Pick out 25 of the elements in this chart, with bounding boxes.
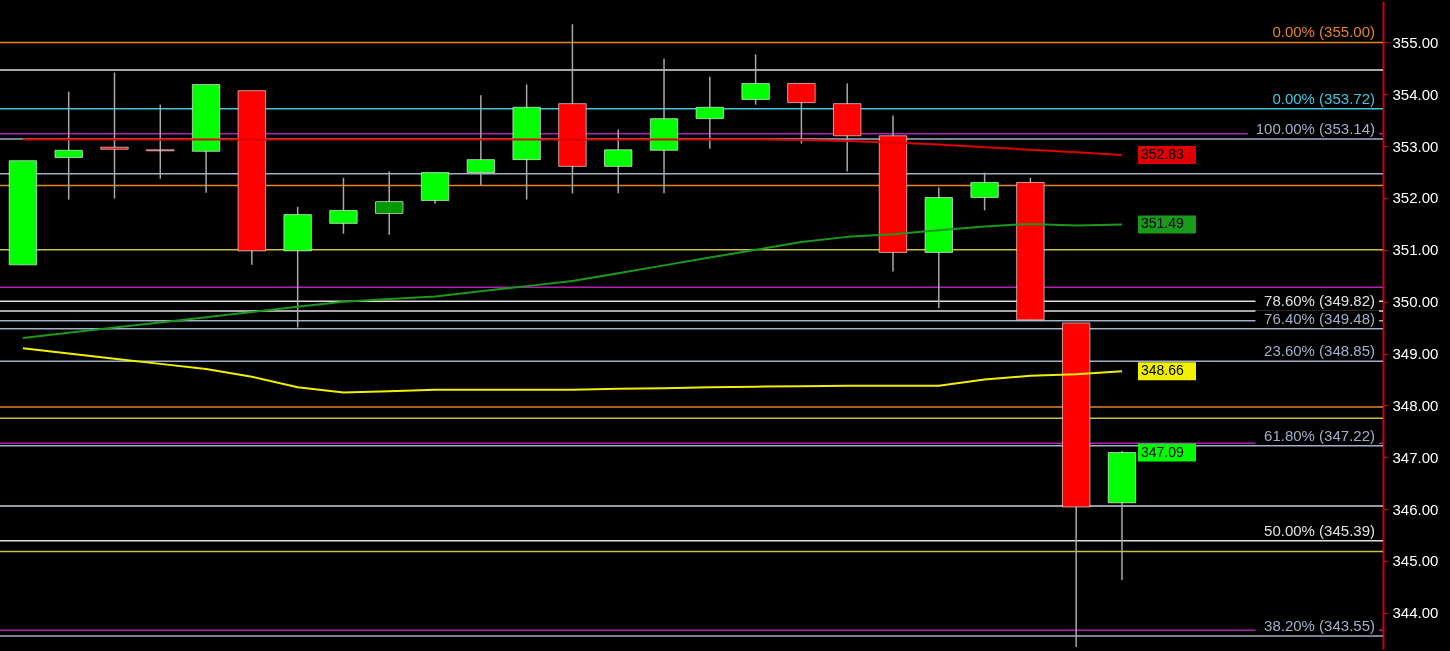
ref-line-label: 76.40% (349.48) — [1264, 309, 1375, 327]
ref-line-label: 0.00% (353.72) — [1272, 89, 1375, 107]
ref-line-label: 38.20% (343.55) — [1264, 617, 1375, 635]
y-tick-label: 355.00 — [1392, 33, 1439, 51]
ref-line-label: 23.60% (348.85) — [1264, 342, 1375, 360]
y-tick-label: 346.00 — [1392, 500, 1439, 518]
y-tick-label: 347.00 — [1392, 448, 1439, 466]
y-tick-label: 350.00 — [1392, 293, 1439, 311]
y-tick-label: 344.00 — [1392, 604, 1439, 622]
ref-line-label: 78.60% (349.82) — [1264, 292, 1375, 309]
data-label: 352.83 — [1141, 145, 1185, 162]
y-tick-label: 348.00 — [1392, 396, 1439, 414]
ref-line-label: 0.00% (355.00) — [1272, 23, 1375, 41]
ref-line-label: 100.00% (353.14) — [1255, 119, 1375, 137]
y-tick-label: 352.00 — [1392, 189, 1439, 207]
annotation: 347.09 — [1141, 443, 1185, 460]
y-tick-label: 351.00 — [1392, 241, 1439, 259]
ref-line-label: 61.80% (347.22) — [1264, 426, 1375, 444]
data-label: 348.66 — [1141, 362, 1185, 379]
y-tick-label: 349.00 — [1392, 345, 1439, 363]
y-tick-label: 353.00 — [1392, 137, 1439, 155]
data-label: 351.49 — [1141, 215, 1185, 232]
y-tick-label: 345.00 — [1392, 552, 1439, 570]
ref-line-label: 50.00% (345.39) — [1264, 521, 1375, 539]
y-tick-label: 354.00 — [1392, 85, 1439, 103]
